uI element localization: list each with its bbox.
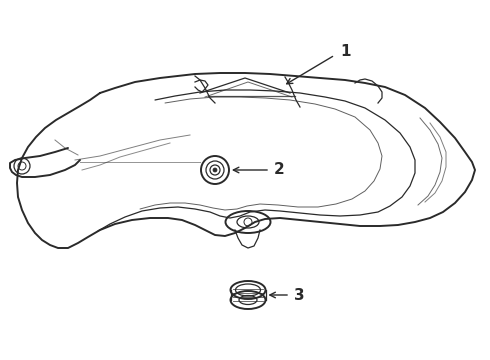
Text: 1: 1 [340, 45, 350, 59]
Text: 3: 3 [294, 288, 305, 302]
Text: 2: 2 [274, 162, 285, 177]
Circle shape [213, 168, 217, 172]
